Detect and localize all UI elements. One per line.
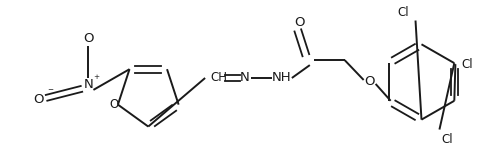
Text: CH: CH [210,71,227,84]
Text: O: O [33,93,44,106]
Text: N: N [83,78,93,91]
Text: O: O [83,32,94,45]
Text: O: O [109,98,119,111]
Text: NH: NH [272,71,292,84]
Text: Cl: Cl [442,133,453,146]
Text: O: O [295,16,305,29]
Text: N: N [240,71,250,84]
Text: O: O [365,75,375,89]
Text: Cl: Cl [462,58,473,71]
Text: $^-$: $^-$ [46,87,55,97]
Text: Cl: Cl [398,6,409,19]
Text: $^+$: $^+$ [92,74,101,84]
